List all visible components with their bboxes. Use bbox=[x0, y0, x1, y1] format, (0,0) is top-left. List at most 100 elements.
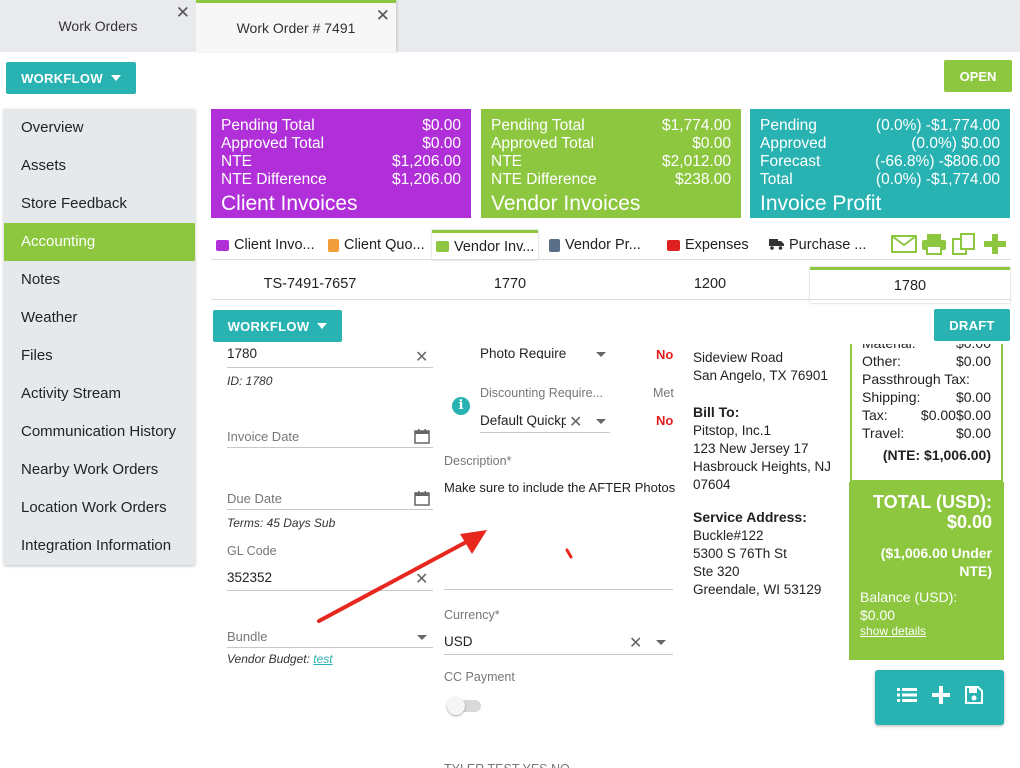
subtab-vendor-proposals[interactable]: Vendor Pr... bbox=[549, 232, 641, 258]
invoice-workflow-button[interactable]: WORKFLOW bbox=[213, 310, 342, 342]
calendar-icon[interactable] bbox=[414, 490, 430, 511]
card-value: (-66.8%) -$806.00 bbox=[875, 153, 1000, 170]
totals-value: $0.00 bbox=[955, 389, 991, 405]
card-value: $2,012.00 bbox=[662, 153, 731, 170]
subtab-expenses[interactable]: Expenses bbox=[667, 232, 749, 258]
email-icon[interactable] bbox=[891, 232, 917, 256]
add-icon[interactable] bbox=[982, 232, 1008, 256]
sidebar-item-files[interactable]: Files bbox=[21, 347, 53, 364]
tab-work-orders[interactable]: Work Orders ✕ bbox=[0, 0, 196, 52]
due-date-field[interactable]: Due Date bbox=[227, 491, 282, 506]
sidebar-item-location-work-orders[interactable]: Location Work Orders bbox=[21, 499, 167, 516]
address-line: Hasbrouck Heights, NJ bbox=[693, 459, 832, 474]
invoice-tab-ts-7491-7657[interactable]: TS-7491-7657 bbox=[263, 276, 357, 292]
sidebar-item-weather[interactable]: Weather bbox=[21, 309, 78, 326]
status-open-button[interactable]: OPEN bbox=[944, 60, 1012, 92]
bill-to-address: Bill To: Pitstop, Inc.1 123 New Jersey 1… bbox=[693, 403, 831, 494]
photo-required-select[interactable]: Photo Required bbox=[480, 346, 566, 359]
subtab-client-invoices[interactable]: Client Invo... bbox=[216, 232, 315, 258]
bundle-select[interactable]: Bundle bbox=[227, 629, 268, 644]
field-underline bbox=[227, 590, 433, 591]
invoice-icon bbox=[216, 239, 229, 251]
terms-text: Terms: 45 Days Sub bbox=[227, 516, 336, 530]
copy-icon[interactable] bbox=[951, 232, 977, 256]
totals-value: $0.00 bbox=[955, 425, 991, 441]
cc-payment-toggle[interactable] bbox=[447, 697, 481, 715]
invoice-profit-card[interactable]: Pending (0.0%) -$1,774.00 Approved (0.0%) … bbox=[750, 109, 1010, 218]
vendor-budget: Vendor Budget: test bbox=[227, 652, 333, 666]
address-line: 5300 S 76Th St bbox=[693, 546, 787, 561]
card-label: NTE Difference bbox=[491, 171, 597, 188]
sidebar-item-notes[interactable]: Notes bbox=[21, 271, 61, 288]
tab-work-order-7491[interactable]: Work Order # 7491 ✕ bbox=[196, 0, 396, 52]
sidebar-item-assets[interactable]: Assets bbox=[21, 157, 67, 174]
print-icon[interactable] bbox=[921, 232, 947, 256]
currency-select[interactable]: USD bbox=[444, 634, 473, 649]
invoice-date-field[interactable]: Invoice Date bbox=[227, 429, 300, 444]
chevron-down-icon[interactable] bbox=[417, 635, 427, 640]
subtab-vendor-invoices[interactable]: Vendor Inv... bbox=[432, 230, 539, 260]
sidebar-item-accounting[interactable]: Accounting bbox=[4, 223, 195, 261]
card-label: Forecast bbox=[760, 153, 821, 170]
add-icon[interactable] bbox=[931, 686, 950, 709]
sidebar-item-integration-information[interactable]: Integration Information bbox=[21, 537, 172, 554]
chevron-down-icon[interactable] bbox=[596, 352, 606, 357]
gl-code-label: GL Code bbox=[227, 544, 277, 558]
save-icon[interactable] bbox=[964, 686, 983, 709]
totals-label: Material: bbox=[862, 344, 916, 352]
card-value: (0.0%) $0.00 bbox=[911, 135, 1000, 152]
sidebar-item-nearby-work-orders[interactable]: Nearby Work Orders bbox=[21, 461, 159, 478]
show-details-link[interactable]: show details bbox=[860, 624, 927, 638]
address-line: Pitstop, Inc.1 bbox=[693, 423, 772, 438]
sidebar-item-overview[interactable]: Overview bbox=[21, 119, 84, 136]
met-flag: No bbox=[656, 413, 674, 428]
invoice-number-input[interactable]: 1780 bbox=[227, 346, 258, 358]
discounting-select[interactable]: Default Quickp bbox=[480, 413, 566, 428]
sidebar-item-communication-history[interactable]: Communication History bbox=[21, 423, 177, 440]
totals-row-passthrough: Passthrough Tax: bbox=[852, 370, 1001, 388]
field-underline bbox=[227, 447, 433, 448]
description-textarea[interactable]: Make sure to include the AFTER Photos bbox=[444, 480, 676, 495]
info-icon[interactable]: i bbox=[452, 397, 470, 415]
clear-icon[interactable]: ✕ bbox=[569, 414, 583, 431]
cc-payment-label: CC Payment bbox=[444, 670, 515, 684]
field-underline bbox=[227, 509, 433, 510]
client-invoices-card[interactable]: Pending Total $0.00 Approved Total $0.00 N… bbox=[211, 109, 471, 218]
photo-required-flag: No bbox=[656, 347, 674, 362]
vendor-address: Sideview Road San Angelo, TX 76901 bbox=[693, 349, 828, 385]
totals-label: Travel: bbox=[862, 425, 905, 441]
gl-code-input[interactable]: 352352 bbox=[227, 570, 273, 585]
card-label: Approved Total bbox=[221, 135, 325, 152]
close-icon[interactable]: ✕ bbox=[175, 3, 190, 22]
subtab-purchase-orders[interactable]: Purchase ... bbox=[769, 232, 866, 258]
subtab-client-quotes[interactable]: Client Quo... bbox=[328, 232, 425, 258]
list-icon[interactable] bbox=[896, 687, 917, 708]
vendor-budget-link[interactable]: test bbox=[313, 652, 333, 666]
subtab-label: Expenses bbox=[685, 237, 749, 253]
close-icon[interactable]: ✕ bbox=[375, 6, 390, 25]
clear-icon[interactable]: ✕ bbox=[415, 571, 429, 588]
totals-row-other: Other: $0.00 bbox=[852, 352, 1001, 370]
total-label: TOTAL (USD): bbox=[873, 492, 992, 512]
field-underline bbox=[227, 647, 433, 648]
vendor-invoices-card[interactable]: Pending Total $1,774.00 Approved Total $0.… bbox=[481, 109, 741, 218]
invoice-tab-1200[interactable]: 1200 bbox=[693, 276, 727, 292]
sidebar-item-activity-stream[interactable]: Activity Stream bbox=[21, 385, 122, 402]
workflow-label: WORKFLOW bbox=[21, 70, 103, 86]
card-label: NTE Difference bbox=[221, 171, 327, 188]
card-value: $1,774.00 bbox=[662, 117, 731, 134]
invoice-tab-1770[interactable]: 1770 bbox=[493, 276, 527, 292]
invoice-tab-1780[interactable]: 1780 bbox=[810, 267, 1010, 303]
card-title: Invoice Profit bbox=[760, 192, 882, 215]
clear-icon[interactable]: ✕ bbox=[629, 635, 643, 652]
chevron-down-icon bbox=[110, 75, 121, 81]
status-draft-button[interactable]: DRAFT bbox=[934, 309, 1010, 341]
sidebar-item-store-feedback[interactable]: Store Feedback bbox=[21, 195, 127, 212]
chevron-down-icon[interactable] bbox=[596, 419, 606, 424]
workflow-button[interactable]: WORKFLOW bbox=[6, 62, 136, 94]
subtab-label: Client Quo... bbox=[344, 237, 425, 253]
calendar-icon[interactable] bbox=[414, 428, 430, 449]
chevron-down-icon[interactable] bbox=[656, 640, 666, 645]
clear-icon[interactable]: ✕ bbox=[415, 349, 429, 366]
card-value: $1,206.00 bbox=[392, 153, 461, 170]
